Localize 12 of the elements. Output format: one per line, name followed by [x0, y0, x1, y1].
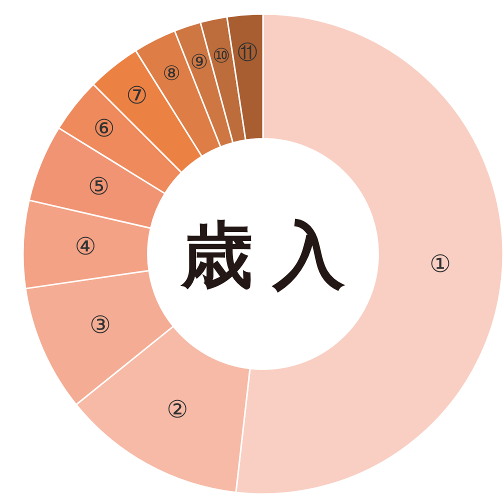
- slice-label: ⑥: [93, 114, 115, 142]
- slice-label: ⑤: [88, 172, 110, 201]
- text: 歳 入: [180, 216, 346, 296]
- slice-label: ⑦: [126, 81, 148, 110]
- slice-label: ⑧: [162, 61, 181, 86]
- slice-label: ⑪: [238, 40, 258, 64]
- slice-label: ①: [430, 250, 452, 278]
- slice-label: ⑨: [190, 50, 208, 74]
- slice-label: ②: [166, 396, 188, 424]
- slice-label: ⑩: [212, 44, 230, 68]
- slice-label: ④: [74, 232, 96, 261]
- slice-label: ③: [89, 311, 111, 340]
